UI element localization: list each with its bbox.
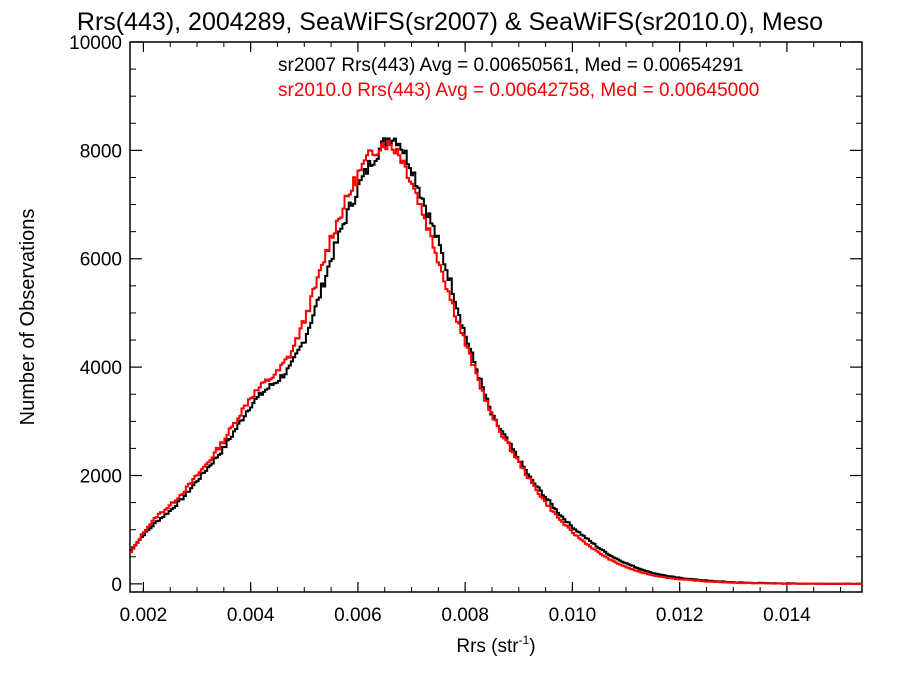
series-layer [130, 137, 862, 585]
x-axis-label-close: ) [529, 636, 535, 657]
series-1-histogram [130, 139, 862, 585]
series-0-histogram [130, 137, 862, 585]
chart-title: Rrs(443), 2004289, SeaWiFS(sr2007) & Sea… [77, 8, 823, 36]
y-tick-label: 4000 [80, 358, 122, 379]
legend-entry-sr2007: sr2007 Rrs(443) Avg = 0.00650561, Med = … [278, 55, 744, 76]
x-tick-label: 0.002 [120, 605, 168, 626]
legend-entry-sr2010: sr2010.0 Rrs(443) Avg = 0.00642758, Med … [278, 80, 759, 101]
x-tick-label: 0.004 [227, 605, 275, 626]
y-tick-label: 0 [111, 575, 122, 596]
x-tick-label: 0.012 [656, 605, 704, 626]
y-tick-label: 2000 [80, 466, 122, 487]
x-axis-label: Rrs (str-1) [456, 633, 535, 657]
x-axis: 0.002 0.004 0.006 0.008 0.010 0.012 0.014 [120, 42, 842, 626]
x-tick-label: 0.014 [763, 605, 811, 626]
x-tick-label: 0.008 [441, 605, 489, 626]
y-axis-label: Number of Observations [17, 209, 39, 426]
y-axis: 0 2000 4000 6000 8000 10000 [69, 33, 862, 596]
y-tick-label: 10000 [69, 33, 122, 54]
y-tick-label: 6000 [80, 250, 122, 271]
x-tick-label: 0.006 [334, 605, 382, 626]
x-axis-label-text: Rrs (str [456, 636, 519, 657]
plot-frame [129, 41, 863, 593]
x-axis-label-superscript: -1 [519, 633, 530, 647]
y-tick-label: 8000 [80, 141, 122, 162]
x-tick-label: 0.010 [549, 605, 597, 626]
